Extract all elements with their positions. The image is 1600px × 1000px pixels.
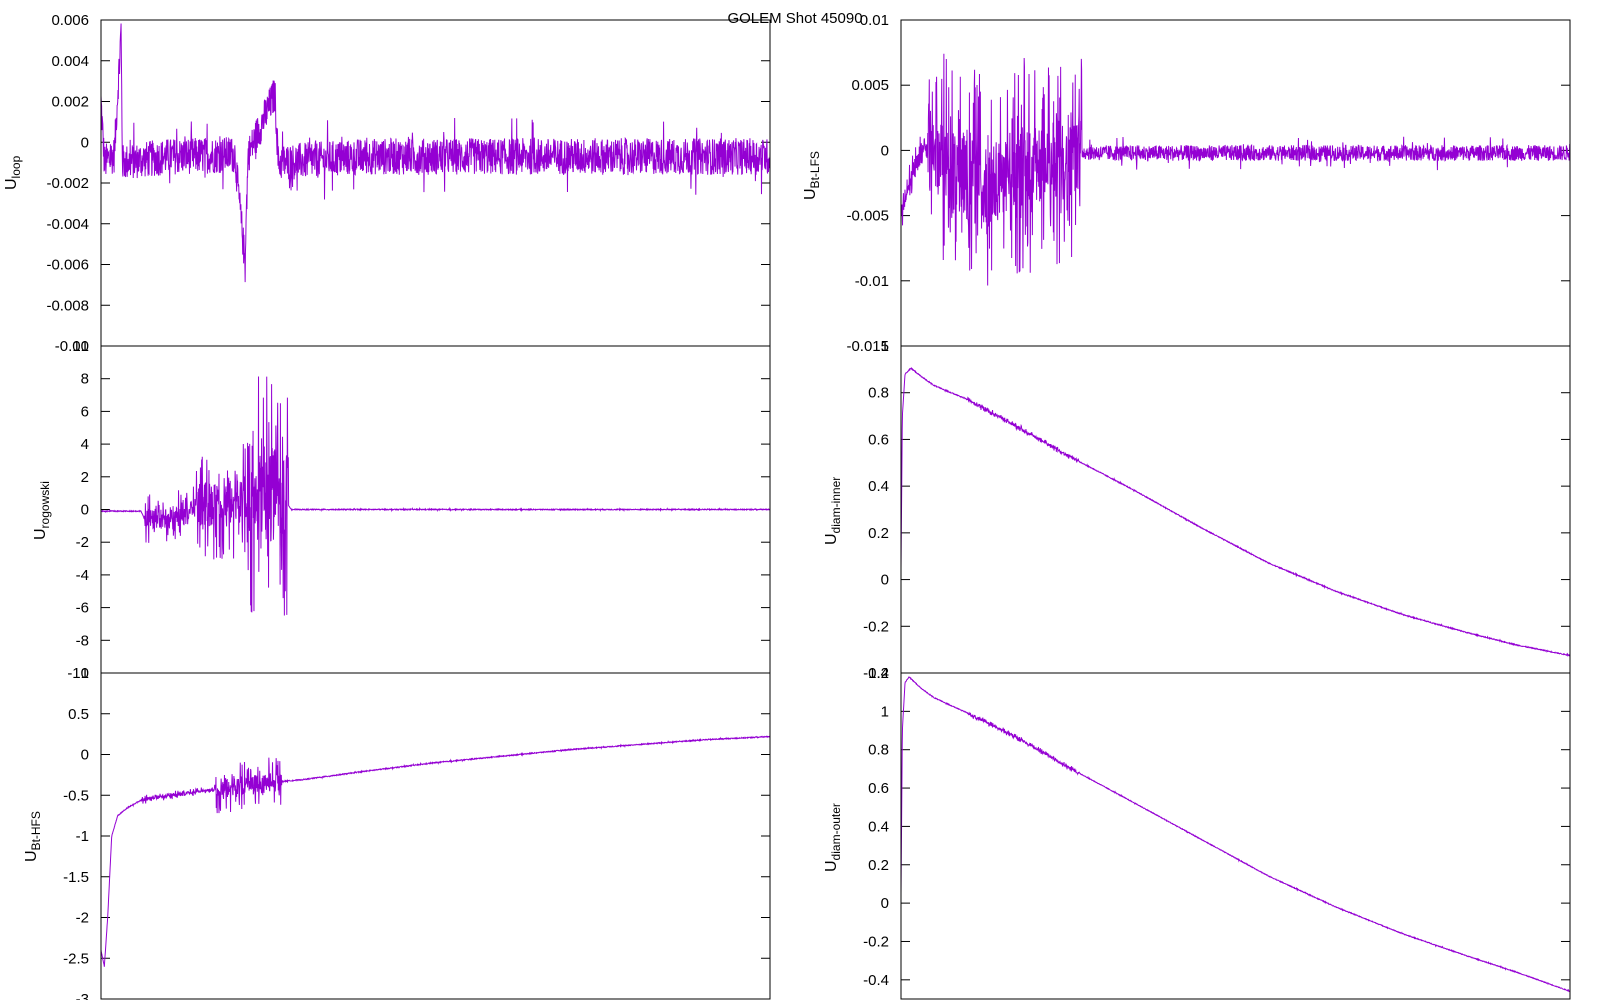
ytick-label-uloop-3: 0: [81, 134, 89, 151]
ytick-label-uloop-5: -0.004: [46, 216, 89, 233]
ytick-label-ubt-hfs-4: -1: [76, 828, 89, 845]
ytick-label-udiam-inner-5: 0: [881, 572, 889, 589]
plot-frame-udiam-outer: [900, 672, 1571, 1000]
ytick-label-ubt-lfs-5: -0.015: [846, 338, 889, 355]
ytick-label-ubt-hfs-3: -0.5: [63, 787, 89, 804]
ytick-label-urogowski-1: 8: [81, 371, 89, 388]
ytick-label-urogowski-5: 0: [81, 502, 89, 519]
ytick-label-udiam-inner-2: 0.6: [868, 431, 889, 448]
ytick-label-ubt-hfs-5: -1.5: [63, 869, 89, 886]
ytick-label-udiam-inner-1: 0.8: [868, 385, 889, 402]
series-line-udiam-inner: [900, 367, 1571, 657]
ytick-label-ubt-hfs-7: -2.5: [63, 950, 89, 967]
series-line-urogowski: [100, 376, 771, 616]
ytick-label-udiam-inner-0: 1: [881, 338, 889, 355]
ytick-label-urogowski-7: -4: [76, 567, 89, 584]
panel-ubt-hfs: UBt-HFS 1 0.5 0 -0.5 -1 -1.5 -2 -2.5 -3: [23, 665, 771, 1000]
series-line-ubt-hfs: [100, 735, 771, 967]
series-line-ubt-lfs: [900, 53, 1571, 286]
ylabel-urogowski-sub: rogowski: [38, 481, 52, 528]
panel-udiam-outer: Udiam-outer 1.2 1 0.8 0.6 0.4 0.2 0 -0.2 -0.4: [823, 665, 1571, 1000]
ytick-label-udiam-outer-0: 1.2: [868, 665, 889, 682]
ytick-label-urogowski-6: -2: [76, 534, 89, 551]
ytick-label-udiam-outer-7: -0.2: [863, 933, 889, 950]
ytick-label-udiam-outer-3: 0.6: [868, 780, 889, 797]
ytick-label-ubt-hfs-6: -2: [76, 910, 89, 927]
ytick-label-uloop-1: 0.004: [51, 53, 89, 70]
ylabel-ubt-lfs-main: U: [802, 188, 819, 200]
ytick-label-udiam-outer-8: -0.4: [863, 972, 889, 989]
ylabel-ubt-lfs-sub: Bt-LFS: [808, 151, 822, 188]
ylabel-ubt-lfs: UBt-LFS: [802, 151, 822, 200]
plot-frame-ubt-hfs: [100, 672, 771, 1000]
series-line-uloop: [100, 23, 771, 283]
ylabel-uloop-sub: loop: [9, 155, 23, 178]
series-line-udiam-outer: [900, 676, 1571, 993]
ylabel-udiam-inner-main: U: [823, 533, 840, 545]
ytick-label-udiam-inner-6: -0.2: [863, 618, 889, 635]
ytick-label-udiam-inner-4: 0.2: [868, 525, 889, 542]
ytick-label-urogowski-10: -10: [67, 665, 89, 682]
ytick-label-urogowski-8: -6: [76, 600, 89, 617]
ytick-label-udiam-outer-2: 0.8: [868, 742, 889, 759]
ylabel-udiam-outer-sub: diam-outer: [829, 803, 843, 860]
ytick-label-ubt-lfs-2: 0: [881, 142, 889, 159]
ytick-label-ubt-lfs-4: -0.01: [855, 273, 889, 290]
ytick-label-uloop-7: -0.008: [46, 297, 89, 314]
ytick-label-urogowski-2: 6: [81, 403, 89, 420]
ytick-label-urogowski-3: 4: [81, 436, 89, 453]
ytick-label-urogowski-9: -8: [76, 632, 89, 649]
ylabel-uloop: Uloop: [3, 155, 23, 190]
ytick-label-ubt-hfs-0: 1: [81, 665, 89, 682]
ytick-label-udiam-outer-1: 1: [881, 703, 889, 720]
ylabel-ubt-hfs: UBt-HFS: [23, 811, 43, 862]
figure-title: GOLEM Shot 45090: [727, 10, 862, 27]
ylabel-udiam-inner: Udiam-inner: [823, 477, 843, 545]
ytick-label-ubt-lfs-0: 0.01: [860, 12, 889, 29]
ytick-label-udiam-inner-3: 0.4: [868, 478, 889, 495]
ytick-label-ubt-hfs-1: 0.5: [68, 706, 89, 723]
ytick-label-uloop-0: 0.006: [51, 12, 89, 29]
ytick-label-udiam-outer-4: 0.4: [868, 818, 889, 835]
ytick-label-urogowski-4: 2: [81, 469, 89, 486]
ylabel-ubt-hfs-main: U: [23, 850, 40, 862]
ylabel-ubt-hfs-sub: Bt-HFS: [29, 811, 43, 850]
ytick-label-uloop-2: 0.002: [51, 94, 89, 111]
ytick-label-ubt-lfs-1: 0.005: [851, 77, 889, 94]
ytick-label-ubt-hfs-8: -3: [76, 991, 89, 1000]
ylabel-uloop-main: U: [3, 178, 20, 190]
ylabel-urogowski-main: U: [32, 528, 49, 540]
ylabel-urogowski: Urogowski: [32, 481, 52, 540]
ytick-label-ubt-lfs-3: -0.005: [846, 208, 889, 225]
ytick-label-udiam-outer-5: 0.2: [868, 857, 889, 874]
ytick-label-urogowski-0: 10: [72, 338, 89, 355]
ytick-label-uloop-6: -0.006: [46, 257, 89, 274]
ytick-label-udiam-outer-6: 0: [881, 895, 889, 912]
ytick-label-ubt-hfs-2: 0: [81, 747, 89, 764]
ylabel-udiam-outer-main: U: [823, 860, 840, 872]
panel-urogowski: Urogowski 10 8 6 4 2 0 -2 -4 -6 -8 -10: [32, 338, 771, 682]
ytick-label-uloop-8: -0.01: [55, 338, 89, 355]
ytick-label-udiam-inner-7: -0.4: [863, 665, 889, 682]
ytick-label-uloop-4: -0.002: [46, 175, 89, 192]
ylabel-udiam-outer: Udiam-outer: [823, 803, 843, 872]
ylabel-udiam-inner-sub: diam-inner: [829, 477, 843, 534]
